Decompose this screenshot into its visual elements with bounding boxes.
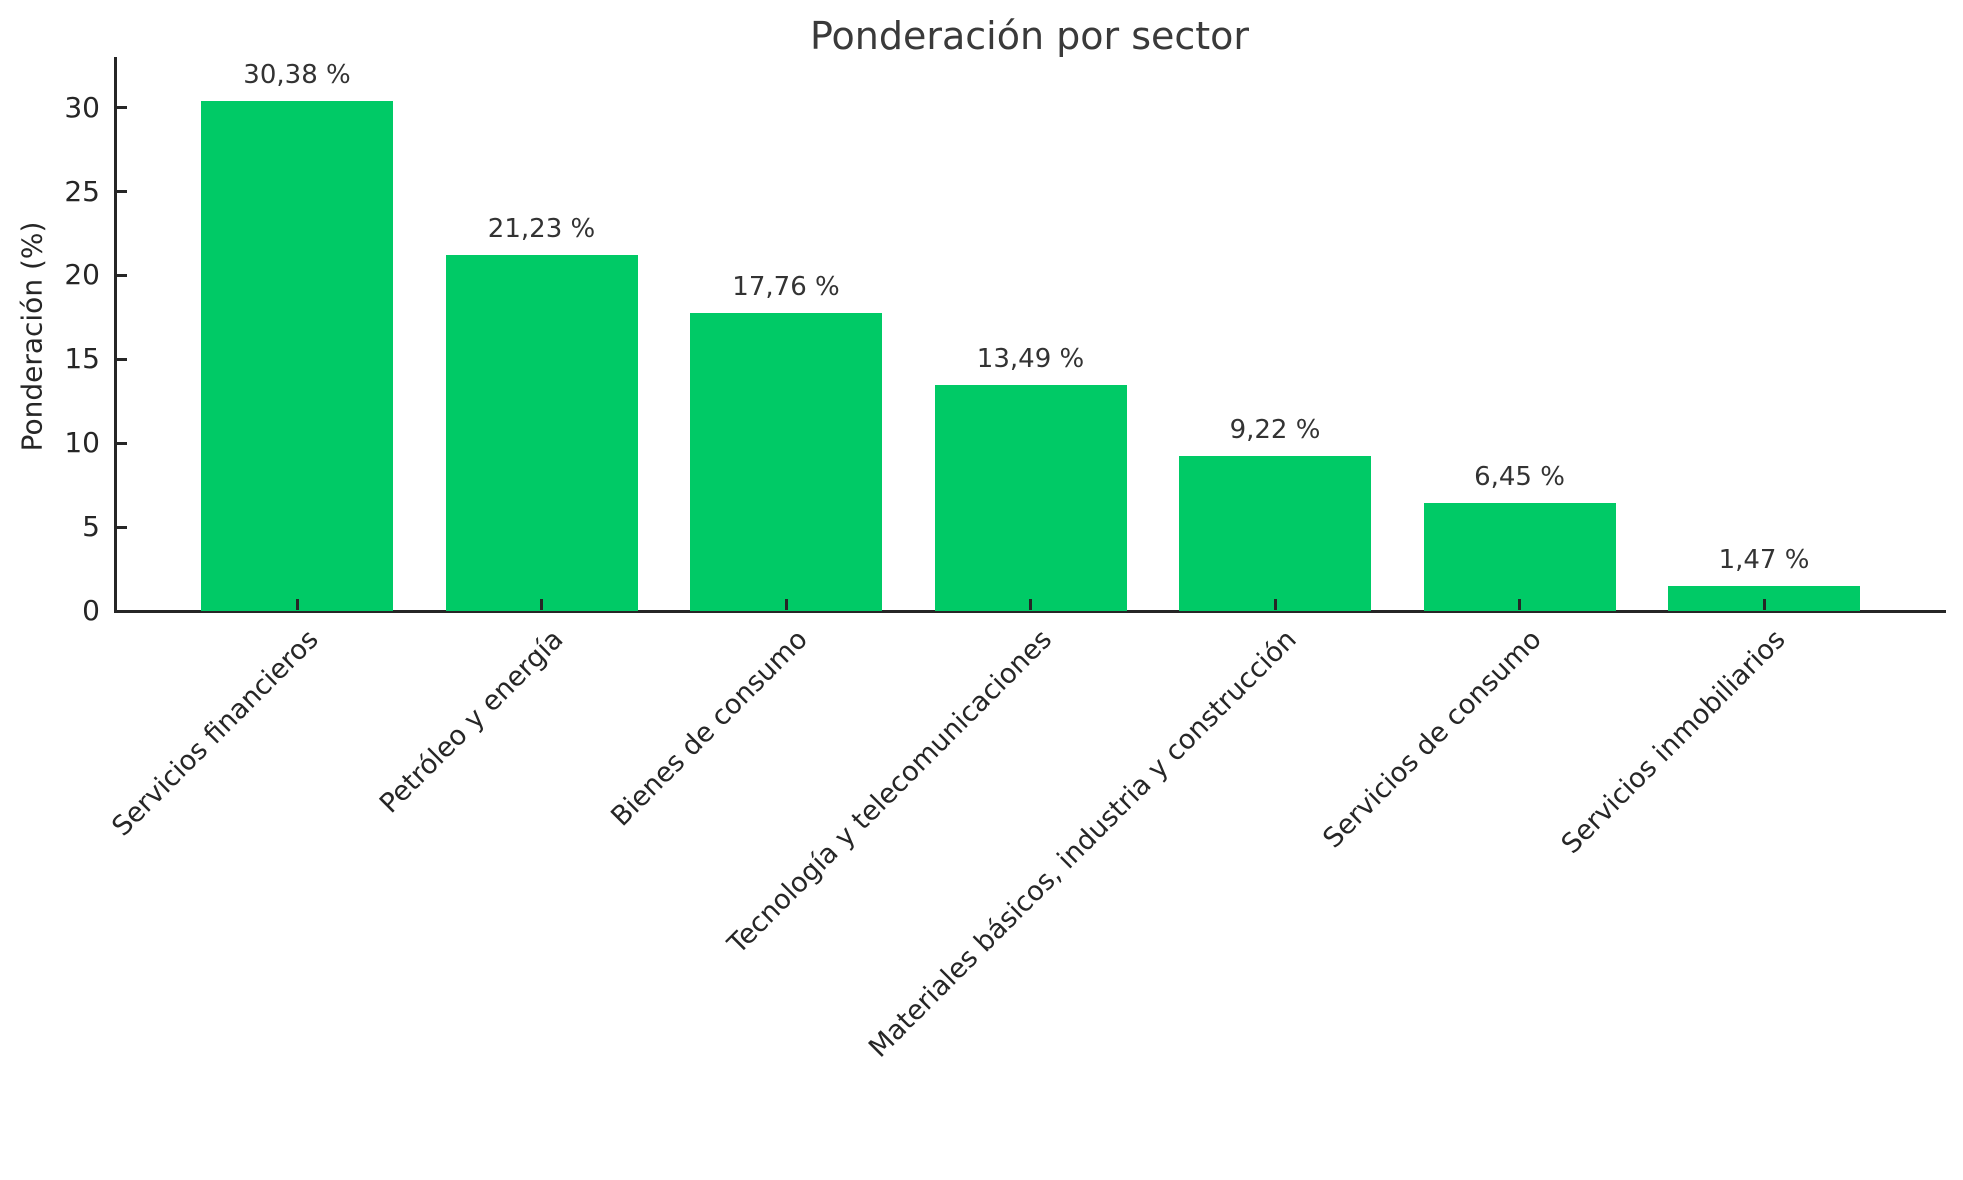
bar xyxy=(1179,456,1371,611)
y-tick-label: 25 xyxy=(64,174,100,208)
x-tick-mark xyxy=(540,599,543,610)
bar-value-label: 13,49 % xyxy=(976,343,1085,374)
y-tick-label: 0 xyxy=(82,594,100,627)
x-category-label: Servicios inmobiliarios xyxy=(1555,624,1792,860)
x-category-label: Servicios de consumo xyxy=(1317,624,1548,855)
bar xyxy=(690,313,882,611)
x-category-label: Servicios financieros xyxy=(106,624,325,843)
bar xyxy=(1423,502,1616,611)
bar xyxy=(934,384,1127,611)
bar-value-label: 17,76 % xyxy=(732,272,840,303)
x-tick-mark xyxy=(1029,599,1032,610)
y-tick-label: 20 xyxy=(64,258,100,292)
x-tick-mark xyxy=(1518,599,1521,610)
x-tick-mark xyxy=(1273,599,1277,610)
x-category-label: Bienes de consumo xyxy=(605,624,814,833)
y-tick-label: 30 xyxy=(64,90,100,124)
bar-value-label: 30,38 % xyxy=(243,60,351,91)
y-tick-mark xyxy=(117,106,127,110)
y-tick-mark xyxy=(117,357,127,361)
y-tick-label: 10 xyxy=(64,426,100,460)
y-axis-line xyxy=(114,57,117,613)
x-tick-mark xyxy=(1762,599,1766,610)
chart-title: Ponderación por sector xyxy=(809,14,1250,58)
bar xyxy=(445,254,638,611)
x-category-label: Petróleo y energía xyxy=(373,624,570,820)
bar-value-label: 9,22 % xyxy=(1229,415,1321,446)
y-tick-mark xyxy=(117,441,127,445)
x-axis-line xyxy=(114,610,1946,613)
x-tick-mark xyxy=(784,599,788,610)
y-tick-mark xyxy=(117,190,127,194)
bar-value-label: 6,45 % xyxy=(1474,461,1565,492)
y-tick-mark xyxy=(117,525,127,529)
y-tick-label: 5 xyxy=(82,510,100,544)
bar xyxy=(201,101,393,611)
y-tick-label: 15 xyxy=(64,342,100,376)
y-tick-mark xyxy=(117,609,127,613)
x-tick-mark xyxy=(295,599,299,610)
bar-value-label: 21,23 % xyxy=(487,213,596,244)
y-tick-mark xyxy=(117,273,127,277)
x-category-label: Materiales básicos, industria y construc… xyxy=(863,624,1303,1064)
bar-value-label: 1,47 % xyxy=(1718,545,1810,576)
